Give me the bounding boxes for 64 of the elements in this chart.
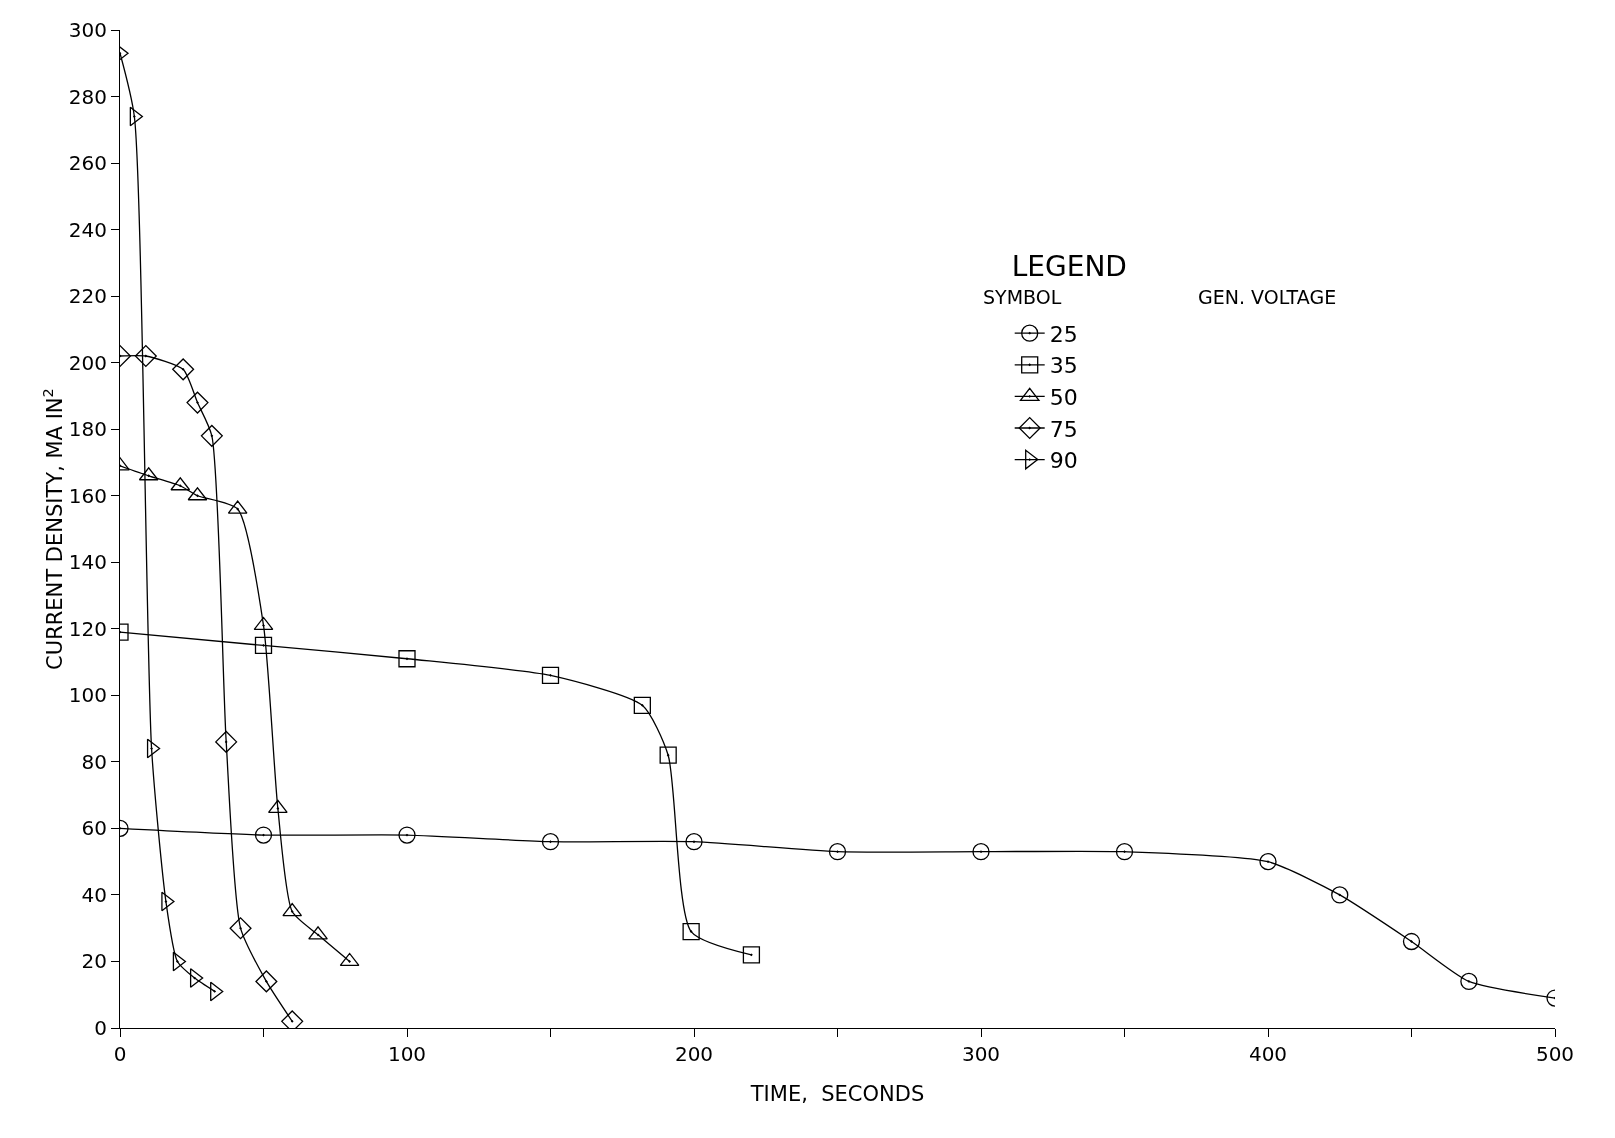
y-tick-label: 160 [68, 483, 107, 508]
y-tick-label: 240 [68, 217, 107, 242]
point [398, 650, 416, 668]
legend-label: 90 [1049, 448, 1078, 474]
point [267, 799, 288, 814]
point [200, 424, 223, 447]
x-tick-label: 100 [387, 1042, 427, 1066]
point [541, 666, 560, 685]
point [972, 843, 990, 861]
point [308, 926, 328, 940]
point [254, 636, 273, 655]
y-tick-label: 140 [68, 550, 107, 575]
y-tick-label: 180 [68, 417, 107, 442]
y-tick-label: 40 [81, 882, 107, 907]
legend-label: 50 [1049, 384, 1078, 410]
legend-label: 75 [1049, 416, 1078, 442]
y-tick-label: 300 [68, 18, 107, 42]
annotation: SYMBOL [983, 286, 1062, 308]
point [146, 738, 161, 759]
y-tick-label: 220 [68, 284, 107, 309]
x-tick-label: 300 [961, 1042, 1001, 1066]
legend-label: 25 [1049, 321, 1078, 347]
y-tick-label: 80 [81, 749, 107, 774]
point [254, 826, 273, 844]
point [1402, 932, 1421, 951]
point [828, 843, 847, 861]
point [282, 902, 303, 917]
y-tick-label: 280 [68, 84, 107, 109]
y-tick-label: 100 [68, 683, 107, 708]
point [215, 730, 238, 753]
point [339, 952, 360, 967]
x-tick-label: 200 [674, 1042, 714, 1066]
point [633, 696, 651, 714]
point [682, 922, 700, 941]
point [134, 344, 157, 368]
y-tick-label: 120 [68, 616, 107, 641]
point [172, 951, 187, 972]
point [255, 970, 278, 993]
x-axis-title: TIME, SECONDS [749, 1082, 925, 1106]
y-tick-label: 0 [94, 1016, 107, 1040]
point [1331, 886, 1349, 904]
y-tick-label: 20 [81, 949, 107, 974]
point [1259, 853, 1277, 871]
point [189, 968, 204, 988]
point [186, 391, 209, 414]
point [253, 616, 274, 631]
legend-label: 35 [1049, 353, 1078, 379]
y-tick-label: 260 [68, 151, 107, 176]
x-tick-label: 400 [1248, 1042, 1288, 1066]
point [541, 833, 560, 851]
point [1115, 843, 1134, 861]
x-tick-label: 500 [1535, 1042, 1575, 1066]
point [659, 746, 677, 764]
annotation: GEN. VOLTAGE [1198, 286, 1337, 308]
point [229, 917, 252, 940]
point [398, 826, 416, 844]
y-tick-label: 60 [81, 816, 107, 841]
point [172, 358, 195, 381]
legend-title: LEGEND [1011, 249, 1127, 283]
point [1460, 972, 1478, 991]
y-tick-label: 200 [68, 350, 107, 375]
point [742, 946, 761, 964]
x-tick-label: 0 [113, 1042, 127, 1066]
point [685, 833, 703, 851]
